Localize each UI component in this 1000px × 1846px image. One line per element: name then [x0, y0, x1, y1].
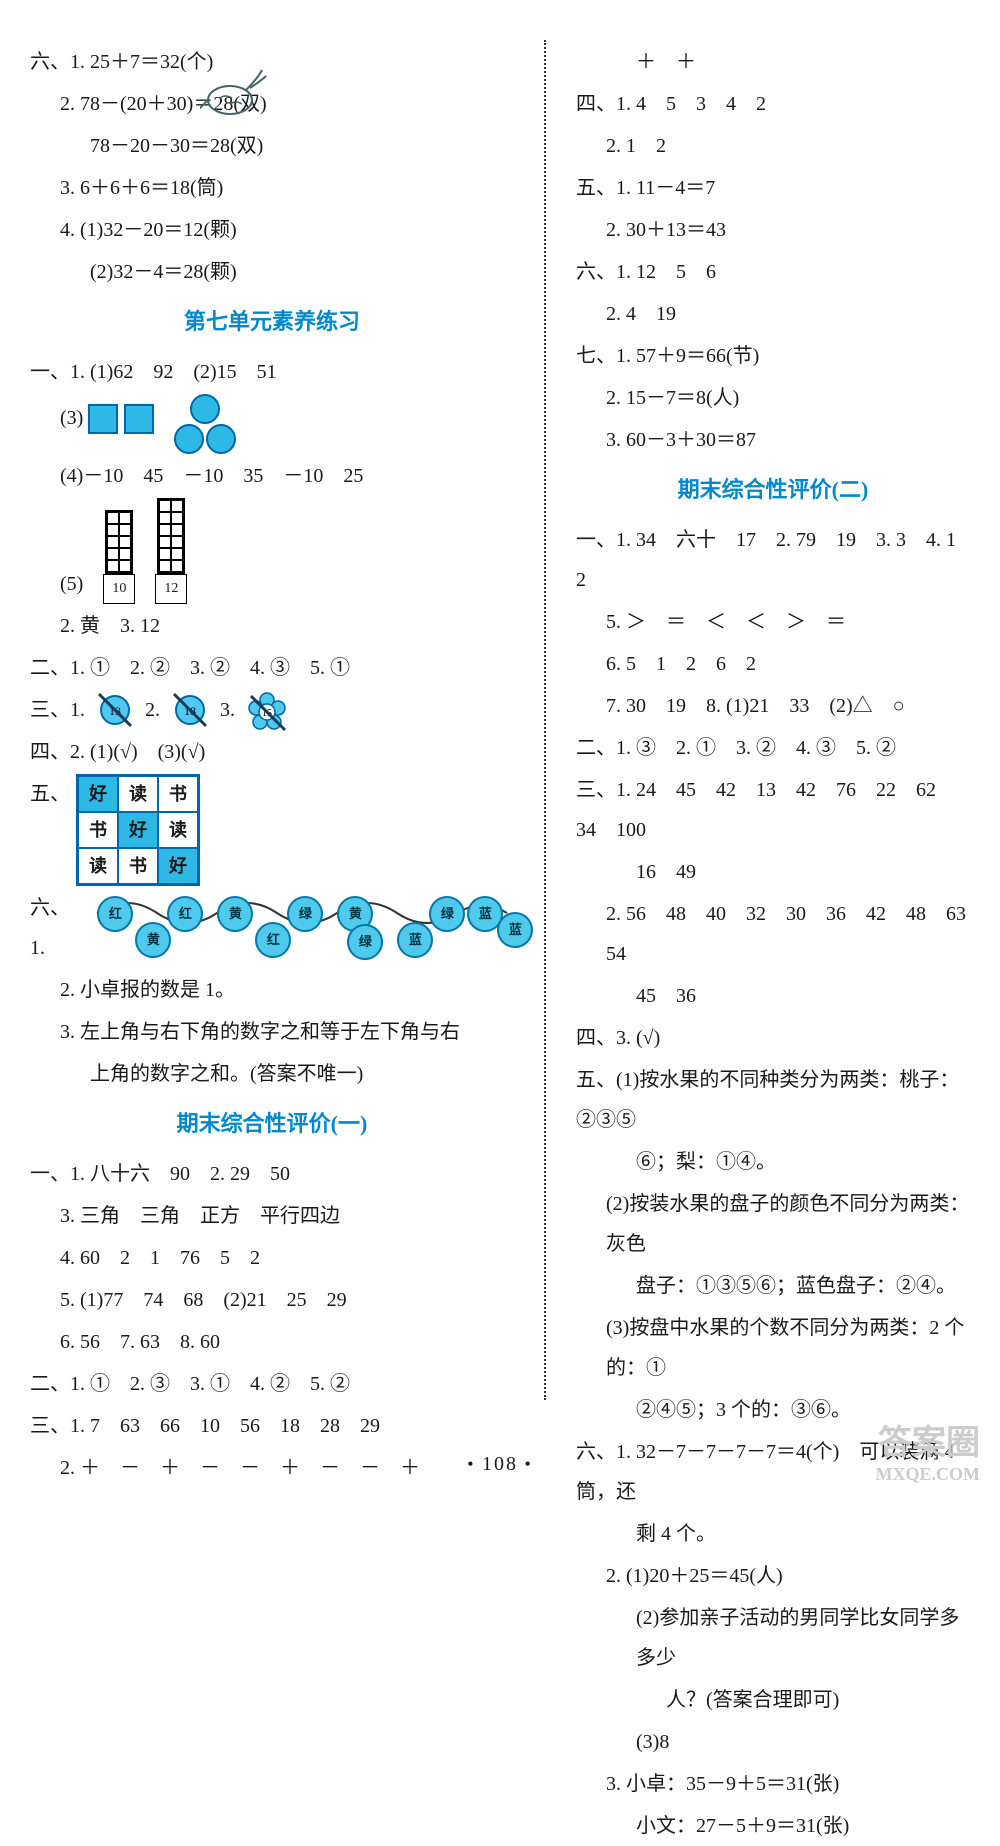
- t: 3. 三角 三角 正方 平行四边: [30, 1196, 514, 1236]
- t: 盘子：①③⑤⑥；蓝色盘子：②④。: [576, 1266, 970, 1306]
- unit7-title: 第七单元素养练习: [30, 300, 514, 344]
- label-three: 三、1.: [30, 690, 85, 730]
- t: 一、1. 34 六十 17 2. 79 19 3. 3 4. 1 2: [576, 520, 970, 600]
- t: (3)8: [576, 1722, 970, 1762]
- grid-cell: 读: [78, 848, 118, 884]
- grid-label: 12: [155, 574, 187, 604]
- t: 1. (1)62 92 (2)15 51: [70, 361, 277, 383]
- label-five: 五、: [30, 774, 70, 814]
- t: 45 36: [576, 976, 970, 1016]
- t: 6. 5 1 2 6 2: [576, 644, 970, 684]
- grid-label: 10: [103, 574, 135, 604]
- magic-square: 好读书书好读读书好: [76, 774, 200, 886]
- t: 2. 15－7＝8(人): [576, 378, 970, 418]
- t: 四、2. (1)(√) (3)(√): [30, 732, 514, 772]
- t: ⑥；梨：①④。: [576, 1142, 970, 1182]
- t: 二、1. ③ 2. ① 3. ② 4. ③ 5. ②: [576, 728, 970, 768]
- grid-cell: 书: [78, 812, 118, 848]
- t: 2. 1 2: [576, 126, 970, 166]
- label: 一、: [30, 1163, 70, 1185]
- t: 1. ① 2. ② 3. ② 4. ③ 5. ①: [70, 657, 350, 679]
- t: 2. 30＋13＝43: [576, 210, 970, 250]
- t: 五、1. 11－4＝7: [576, 168, 970, 208]
- t: 上角的数字之和。(答案不唯一): [30, 1054, 514, 1094]
- t: 78－20－30＝28(双): [30, 126, 514, 166]
- t: (2)按装水果的盘子的颜色不同分为两类：灰色: [576, 1184, 970, 1264]
- t: 4. 60 2 1 76 5 2: [30, 1238, 514, 1278]
- bead-vine: 红黄红黄红绿黄绿蓝绿蓝蓝: [87, 888, 514, 958]
- t: 2. 78－(20＋30)＝28(双): [30, 84, 514, 124]
- circle-group-icon: [174, 394, 236, 454]
- t: 1. 八十六 90 2. 29 50: [70, 1163, 290, 1185]
- page-footer: • 108 •: [0, 1453, 1000, 1476]
- t: 5. (1)77 74 68 (2)21 25 29: [30, 1280, 514, 1320]
- grid-cell: 书: [118, 848, 158, 884]
- t: 六、1. 12 5 6: [576, 252, 970, 292]
- t: 五、(1)按水果的不同种类分为两类：桃子：②③⑤: [576, 1060, 970, 1140]
- t: 小文：27－5＋9＝31(张): [576, 1806, 970, 1846]
- right-column: ＋ ＋ 四、1. 4 5 3 4 2 2. 1 2 五、1. 11－4＝7 2.…: [576, 40, 970, 1440]
- grid-cell: 读: [158, 812, 198, 848]
- watermark-bottom: MXQE.COM: [876, 1464, 980, 1486]
- t: 4. (1)32－20＝12(颗): [30, 210, 514, 250]
- t: (2)参加亲子活动的男同学比女同学多多少: [576, 1598, 970, 1678]
- square-group-icon: [88, 404, 154, 434]
- t: 6. 56 7. 63 8. 60: [30, 1322, 514, 1362]
- t: 2. 56 48 40 32 30 36 42 48 63 54: [576, 894, 970, 974]
- t: 3. 6＋6＋6＝18(筒): [30, 168, 514, 208]
- t: 1. 25＋7＝32(个): [70, 51, 213, 73]
- t: 三、1. 7 63 66 10 56 18 28 29: [30, 1406, 514, 1446]
- page-container: 六、1. 25＋7＝32(个) 2. 78－(20＋30)＝28(双) 78－2…: [0, 0, 1000, 1500]
- t: 剩 4 个。: [576, 1514, 970, 1554]
- t: 2.: [145, 690, 160, 730]
- label-six2: 六、1.: [30, 888, 83, 968]
- t: (3)按盘中水果的个数不同分为两类：2 个的：①: [576, 1308, 970, 1388]
- t: 5. ＞ ＝ ＜ ＜ ＞ ＝: [576, 602, 970, 642]
- t: 7. 30 19 8. (1)21 33 (2)△ ○: [576, 686, 970, 726]
- t: 3. 60－3＋30＝87: [576, 420, 970, 460]
- t: 2. 黄 3. 12: [30, 606, 514, 646]
- t: ＋ ＋: [576, 42, 970, 82]
- t: 3.: [220, 690, 235, 730]
- crossed-flower-icon: 15: [245, 690, 285, 730]
- t: 七、1. 57＋9＝66(节): [576, 336, 970, 376]
- t: (4)－10 45 －10 35 －10 25: [30, 456, 514, 496]
- label-two: 二、: [30, 657, 70, 679]
- watermark-top: 答案圈: [876, 1424, 980, 1465]
- t: 二、1. ① 2. ③ 3. ① 4. ② 5. ②: [30, 1364, 514, 1404]
- grid-block-12: 12: [155, 498, 187, 604]
- t: (2)32－4＝28(颗): [30, 252, 514, 292]
- t: (3): [60, 407, 83, 429]
- crossed-flower-icon: 13: [95, 690, 135, 730]
- grid-block-10: 10: [103, 510, 135, 604]
- grid-cell: 书: [158, 776, 198, 812]
- final1-title: 期末综合性评价(一): [30, 1102, 514, 1146]
- label-one: 一、: [30, 361, 70, 383]
- grid-cell: 好: [78, 776, 118, 812]
- radish-icon: [200, 60, 270, 144]
- t: 2. (1)20＋25＝45(人): [576, 1556, 970, 1596]
- t: 三、1. 24 45 42 13 42 76 22 62 34 100: [576, 770, 970, 850]
- t: 2. 4 19: [576, 294, 970, 334]
- bead: 蓝: [497, 912, 533, 948]
- t: 3. 左上角与右下角的数字之和等于左下角与右: [30, 1012, 514, 1052]
- crossed-flower-icon: 18: [170, 690, 210, 730]
- t: 3. 小卓：35－9＋5＝31(张): [576, 1764, 970, 1804]
- left-column: 六、1. 25＋7＝32(个) 2. 78－(20＋30)＝28(双) 78－2…: [30, 40, 514, 1440]
- final2-title: 期末综合性评价(二): [576, 468, 970, 512]
- t: 四、3. (√): [576, 1018, 970, 1058]
- t: (5): [60, 564, 83, 604]
- t: 16 49: [576, 852, 970, 892]
- page-number: 108: [482, 1453, 518, 1475]
- watermark: 答案圈 MXQE.COM: [876, 1424, 980, 1486]
- grid-cell: 好: [118, 812, 158, 848]
- grid-cell: 好: [158, 848, 198, 884]
- grid-cell: 读: [118, 776, 158, 812]
- t: 人？(答案合理即可): [576, 1680, 970, 1720]
- t: 四、1. 4 5 3 4 2: [576, 84, 970, 124]
- t: 2. 小卓报的数是 1。: [30, 970, 514, 1010]
- label-six: 六、: [30, 51, 70, 73]
- column-divider: [544, 40, 546, 1400]
